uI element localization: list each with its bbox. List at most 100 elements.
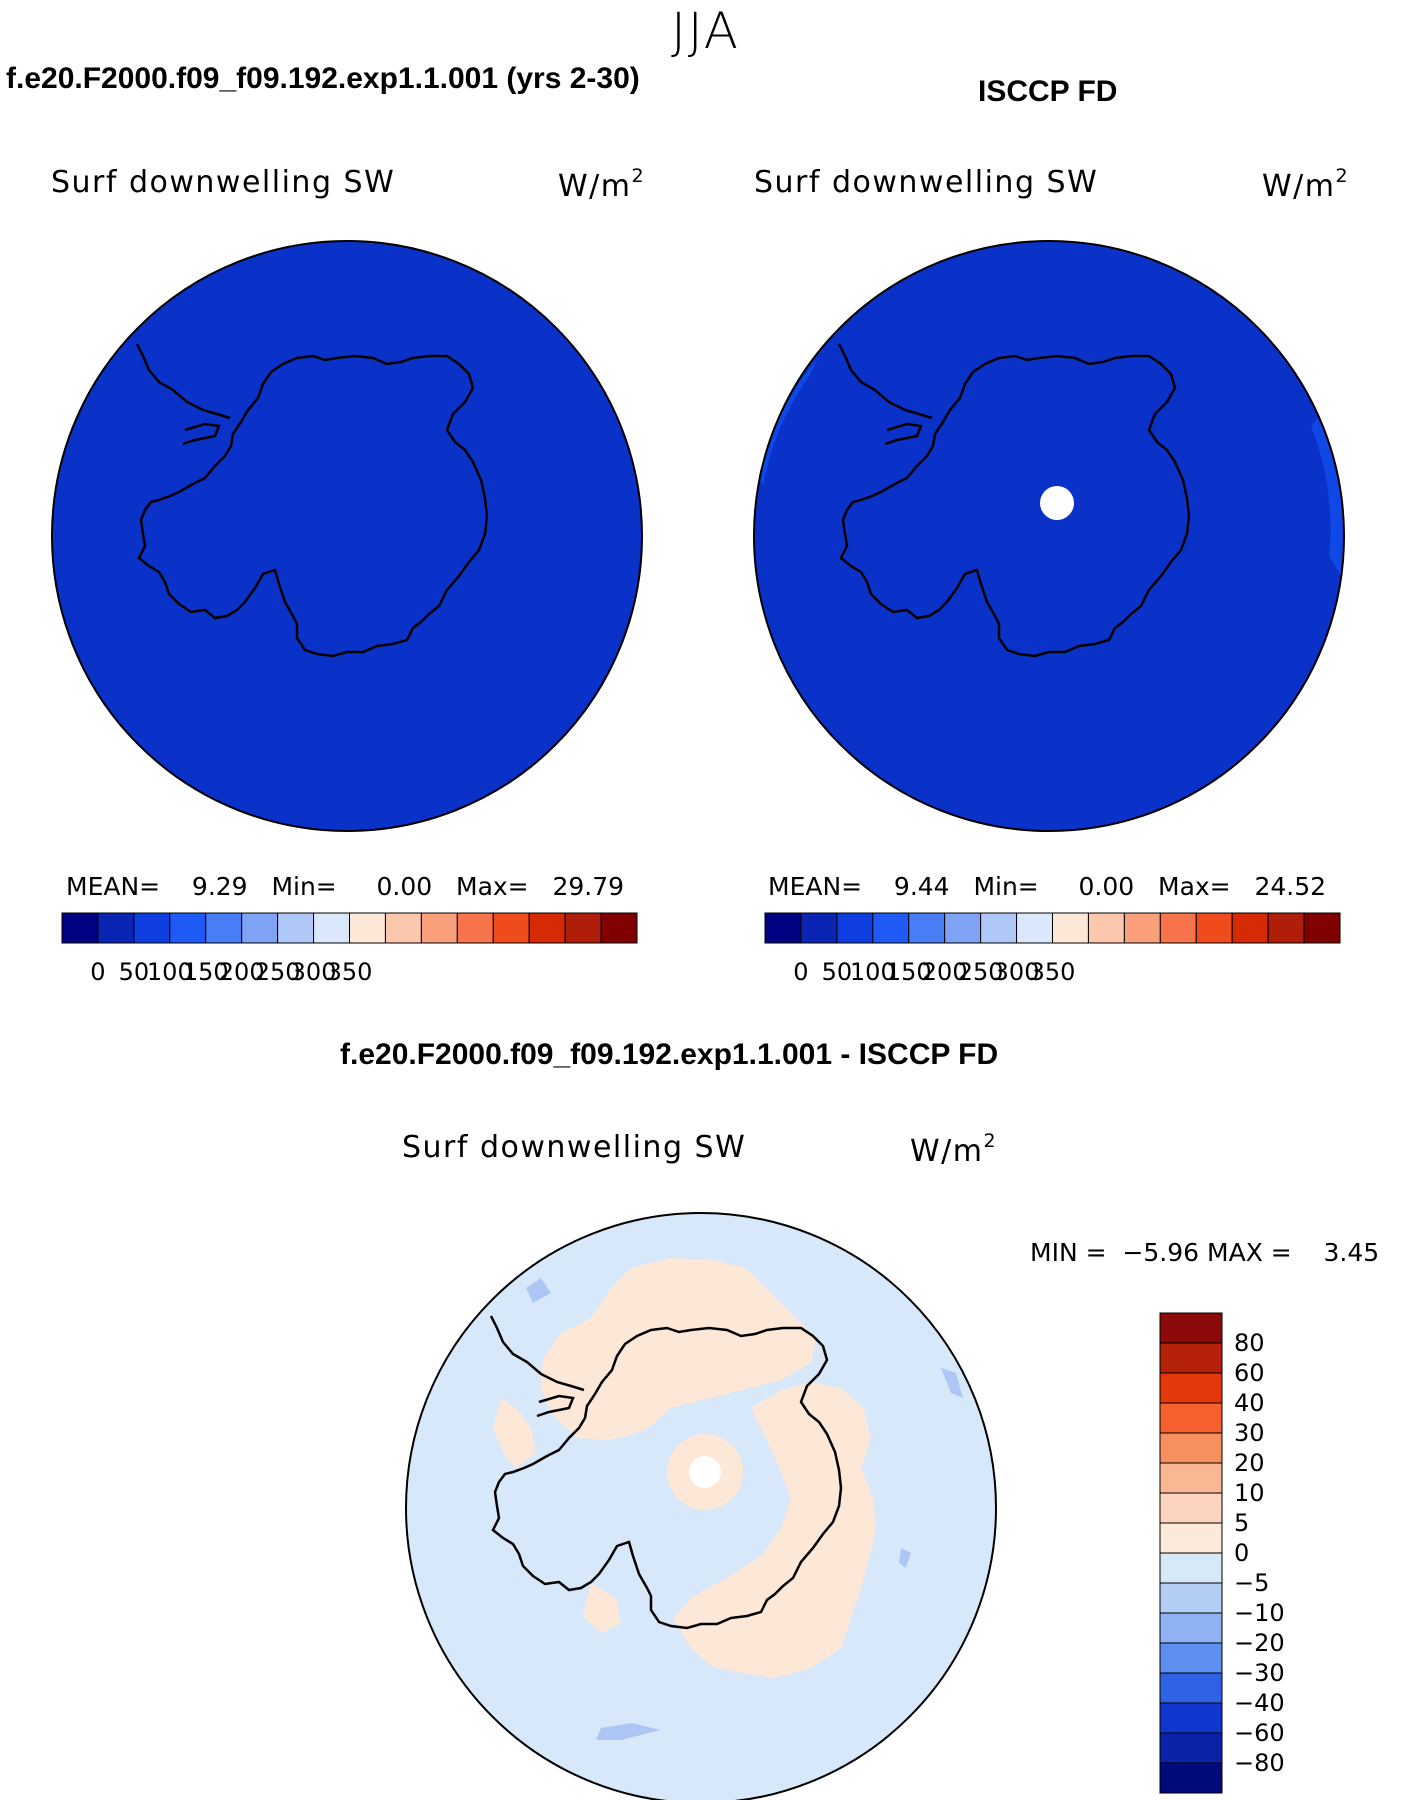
diff-colorbar-box (1159, 1402, 1223, 1434)
model-colorbar-box (133, 912, 171, 944)
diff-panel-title: f.e20.F2000.f09_f09.192.exp1.1.001 - ISC… (340, 1038, 999, 1071)
diff-colorbar-box (1159, 1522, 1223, 1554)
obs-ocean-disk (754, 241, 1344, 831)
diff-map-border (405, 1212, 997, 1800)
diff-colorbar-label: 60 (1234, 1359, 1265, 1387)
diff-colorbar-box (1159, 1582, 1223, 1614)
obs-colorbar-box (944, 912, 982, 944)
diff-colorbar-label: 20 (1234, 1449, 1265, 1477)
obs-colorbar-tick: 100 (849, 958, 896, 986)
diff-colorbar-box (1159, 1372, 1223, 1404)
model-colorbar-tick: 0 (90, 958, 106, 986)
diff-colorbar-box (1159, 1312, 1223, 1344)
model-panel-title: f.e20.F2000.f09_f09.192.exp1.1.001 (yrs … (6, 62, 640, 95)
obs-missing-pole (1040, 486, 1074, 520)
obs-variable-label: Surf downwelling SW (754, 165, 1099, 200)
obs-colorbar-box (1267, 912, 1305, 944)
model-colorbar-box (169, 912, 207, 944)
diff-colorbar-box (1159, 1642, 1223, 1674)
diff-colorbar-box (1159, 1732, 1223, 1764)
diff-colorbar-label: 0 (1234, 1539, 1250, 1567)
diff-colorbar-label: −30 (1234, 1659, 1285, 1687)
model-colorbar-tick: 200 (218, 958, 265, 986)
obs-units-label: W/m2 (1262, 165, 1350, 204)
model-colorbar-box (241, 912, 279, 944)
obs-colorbar-tick: 350 (1029, 958, 1076, 986)
obs-colorbar-box (1052, 912, 1089, 944)
diff-missing-pole (689, 1456, 721, 1488)
obs-map-border (753, 240, 1345, 832)
obs-colorbar-box (872, 912, 910, 944)
diff-positive-region-west (541, 1258, 816, 1440)
diff-colorbar-label: −5 (1234, 1569, 1270, 1597)
model-colorbar (61, 912, 638, 944)
season-title: JJA (671, 2, 740, 60)
obs-colorbar-box (1195, 912, 1233, 944)
model-colorbar-box (61, 912, 99, 944)
model-colorbar-tick: 150 (182, 958, 229, 986)
model-colorbar-tick: 250 (254, 958, 301, 986)
model-colorbar-box (564, 912, 602, 944)
model-colorbar-tick: 350 (326, 958, 373, 986)
obs-colorbar-box (1087, 912, 1125, 944)
model-colorbar-tick: 50 (118, 958, 150, 986)
model-colorbar-box (492, 912, 530, 944)
obs-map (753, 240, 1345, 832)
diff-colorbar-box (1159, 1462, 1223, 1494)
diff-colorbar-label: −40 (1234, 1689, 1285, 1717)
diff-colorbar-box (1159, 1762, 1223, 1794)
diff-colorbar-label: 10 (1234, 1479, 1265, 1507)
model-colorbar-box (600, 912, 638, 944)
model-colorbar-box (313, 912, 350, 944)
diff-units-label: W/m2 (910, 1130, 998, 1169)
model-colorbar-box (420, 912, 458, 944)
obs-rim-left (759, 356, 819, 486)
diff-colorbar-label: −60 (1234, 1719, 1285, 1747)
diff-colorbar-label: 30 (1234, 1419, 1265, 1447)
diff-colorbar-box (1159, 1552, 1223, 1584)
diff-negative-patch-1 (526, 1278, 551, 1303)
diff-colorbar-label: 80 (1234, 1329, 1265, 1357)
diff-negative-patch-3 (941, 1368, 963, 1398)
diff-negative-patch-4 (899, 1548, 911, 1568)
obs-colorbar-box (836, 912, 874, 944)
model-colorbar-box (528, 912, 566, 944)
diff-positive-region-peninsula (493, 1398, 536, 1468)
diff-colorbar-box (1159, 1492, 1223, 1524)
model-colorbar-box (277, 912, 315, 944)
model-colorbar-box (349, 912, 386, 944)
diff-colorbar (1159, 1312, 1223, 1794)
model-ocean-disk (51, 240, 643, 832)
obs-colorbar-box (1303, 912, 1341, 944)
diff-colorbar-label: 5 (1234, 1509, 1250, 1537)
obs-colorbar-box (1123, 912, 1161, 944)
obs-colorbar-tick: 0 (793, 958, 809, 986)
diff-negative-patch-2 (596, 1723, 661, 1740)
model-stats: MEAN= 9.29 Min= 0.00 Max= 29.79 (66, 872, 625, 901)
model-variable-label: Surf downwelling SW (51, 165, 396, 200)
obs-colorbar-tick: 300 (993, 958, 1040, 986)
diff-colorbar-label: −10 (1234, 1599, 1285, 1627)
model-colorbar-box (456, 912, 494, 944)
diff-colorbar-label: −20 (1234, 1629, 1285, 1657)
obs-colorbar-box (980, 912, 1018, 944)
model-colorbar-box (97, 912, 135, 944)
obs-colorbar-box (1159, 912, 1197, 944)
model-units-label: W/m2 (558, 165, 646, 204)
model-map (51, 240, 643, 832)
diff-colorbar-box (1159, 1702, 1223, 1734)
obs-stats: MEAN= 9.44 Min= 0.00 Max= 24.52 (768, 872, 1327, 901)
model-colorbar-box (384, 912, 422, 944)
obs-colorbar-box (764, 912, 802, 944)
diff-colorbar-label: −80 (1234, 1749, 1285, 1777)
obs-panel-title: ISCCP FD (978, 75, 1118, 108)
obs-colorbar-box (1016, 912, 1053, 944)
diff-colorbar-box (1159, 1672, 1223, 1704)
diff-colorbar-label: 40 (1234, 1389, 1265, 1417)
obs-colorbar-box (800, 912, 838, 944)
diff-variable-label: Surf downwelling SW (402, 1130, 747, 1165)
model-colorbar-tick: 100 (146, 958, 193, 986)
diff-colorbar-box (1159, 1612, 1223, 1644)
obs-colorbar-tick: 250 (957, 958, 1004, 986)
obs-colorbar-box (1231, 912, 1269, 944)
